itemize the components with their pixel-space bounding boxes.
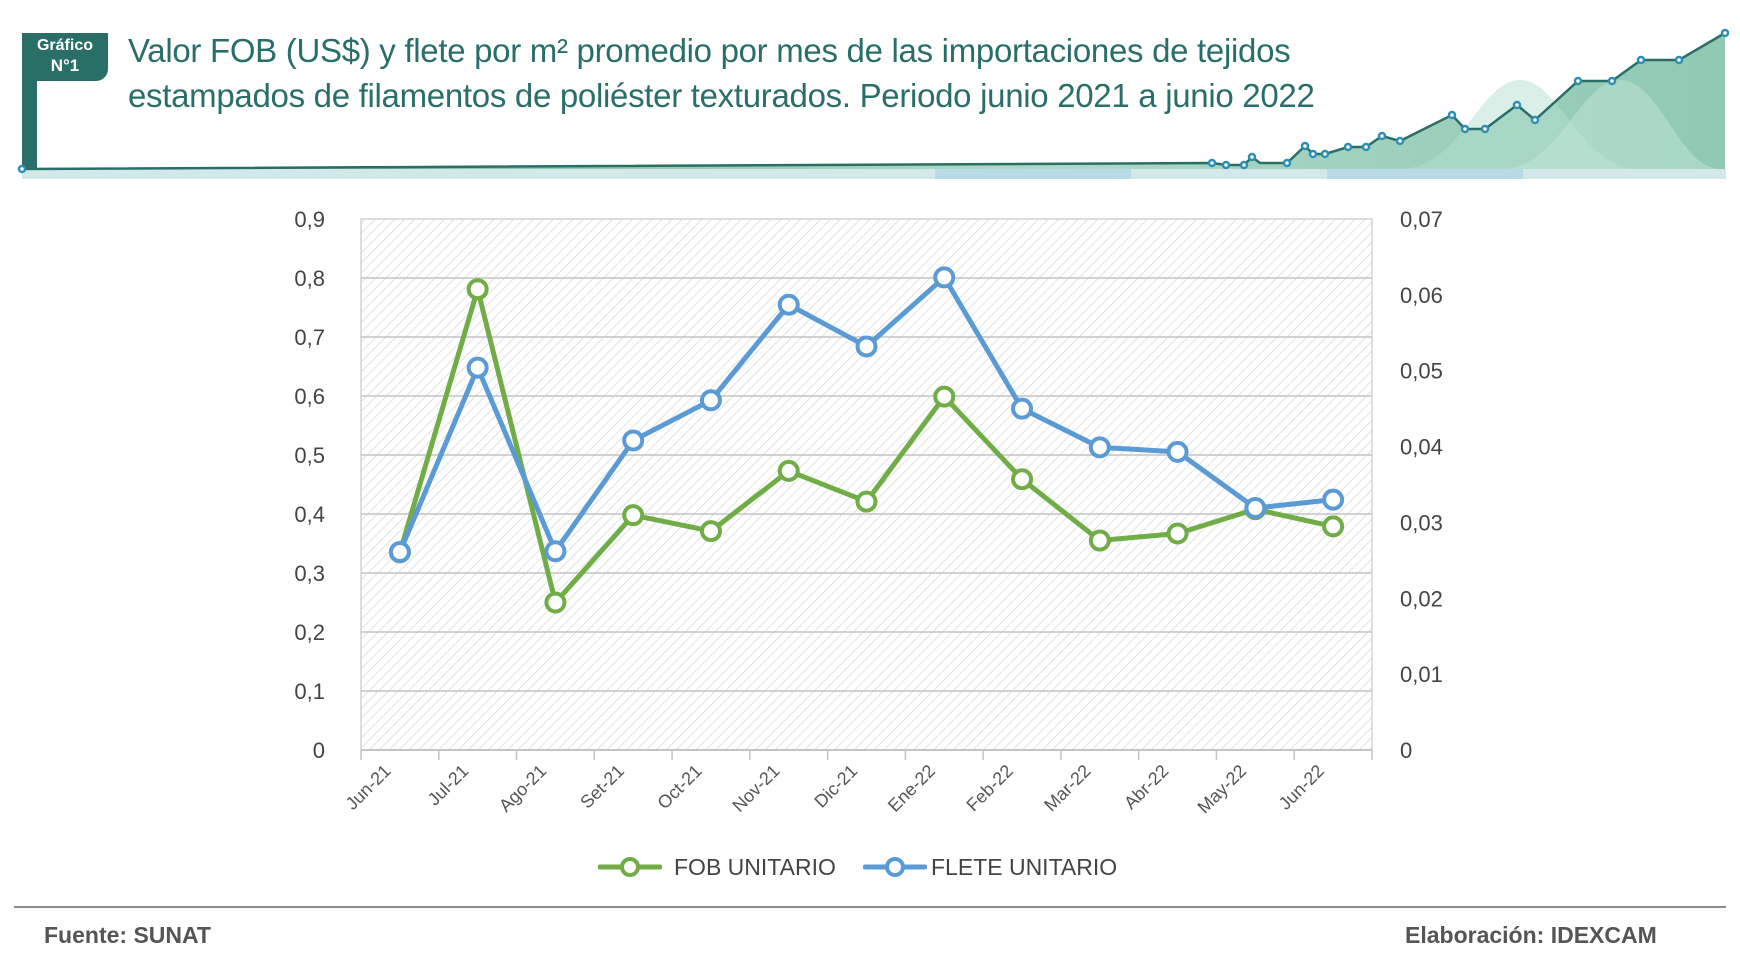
data-point-flete-unitario — [1011, 397, 1034, 420]
right-tick-label: 0,01 — [1400, 662, 1443, 687]
chart-title-line1: Valor FOB (US$) y flete por m² promedio … — [128, 32, 1291, 69]
series-fob-unitario — [388, 278, 1345, 614]
header-wave — [1500, 80, 1720, 169]
data-point-fob-unitario — [544, 591, 567, 614]
left-tick-label: 0,8 — [294, 266, 325, 291]
left-tick-label: 0,3 — [294, 561, 325, 586]
x-tick-label: Ene-22 — [884, 761, 939, 816]
data-point-flete-unitario — [1088, 436, 1111, 459]
x-tick-label: Jul-21 — [424, 761, 473, 810]
x-tick-label: Jun-21 — [342, 761, 395, 814]
right-tick-label: 0,04 — [1400, 435, 1443, 460]
legend: FOB UNITARIO FLETE UNITARIO — [0, 850, 1740, 884]
data-point-fob-unitario — [699, 520, 722, 543]
legend-marker-fob — [598, 857, 662, 877]
x-tick-label: Dic-21 — [810, 761, 861, 812]
left-tick-label: 0,2 — [294, 620, 325, 645]
x-tick-label: Ago-21 — [495, 761, 550, 816]
left-tick-label: 0,6 — [294, 384, 325, 409]
data-point-flete-unitario — [699, 389, 722, 412]
data-point-fob-unitario — [1011, 468, 1034, 491]
data-point-fob-unitario — [622, 504, 645, 527]
data-point-fob-unitario — [1088, 529, 1111, 552]
header-stripe-segment — [935, 169, 1131, 179]
x-tick-label: May-22 — [1194, 761, 1251, 818]
x-tick-label: Abr-22 — [1120, 761, 1172, 813]
data-point-flete-unitario — [466, 356, 489, 379]
data-point-fob-unitario — [466, 278, 489, 301]
chart-title-line2: estampados de filamentos de poliéster te… — [128, 77, 1315, 114]
x-tick-label: Set-21 — [576, 761, 628, 813]
x-axis: Jun-21 Jul-21 Ago-21 Set-21 Oct-21 Nov-21 Dic-… — [342, 749, 1373, 818]
header-wave — [1400, 80, 1640, 169]
data-point-flete-unitario — [777, 293, 800, 316]
right-tick-label: 0,06 — [1400, 283, 1443, 308]
right-tick-label: 0,07 — [1400, 207, 1443, 232]
footer-divider — [14, 906, 1726, 908]
left-tick-label: 0 — [313, 738, 325, 763]
legend-marker-flete — [863, 857, 927, 877]
left-tick-label: 0,7 — [294, 325, 325, 350]
left-tick-label: 0,1 — [294, 679, 325, 704]
series-layer — [388, 266, 1345, 614]
x-tick-label: Nov-21 — [728, 761, 783, 816]
left-tick-label: 0,5 — [294, 443, 325, 468]
legend-item-fob: FOB UNITARIO — [598, 850, 836, 884]
line-chart: 0 0,1 0,2 0,3 0,4 0,5 0,6 0,7 0,8 0,9 0 0,01 0,02 0,… — [294, 207, 1443, 818]
data-point-fob-unitario — [855, 490, 878, 513]
data-point-fob-unitario — [933, 385, 956, 408]
right-tick-label: 0,02 — [1400, 586, 1443, 611]
credit-note: Elaboración: IDEXCAM — [1405, 922, 1657, 948]
right-tick-label: 0,03 — [1400, 510, 1443, 535]
data-point-flete-unitario — [933, 266, 956, 289]
x-tick-label: Jun-22 — [1275, 761, 1328, 814]
data-point-flete-unitario — [1244, 497, 1267, 520]
data-point-fob-unitario — [1166, 522, 1189, 545]
left-tick-label: 0,9 — [294, 207, 325, 232]
data-point-fob-unitario — [777, 459, 800, 482]
chart-number-badge: Gráfico N°1 — [22, 33, 108, 81]
left-axis: 0 0,1 0,2 0,3 0,4 0,5 0,6 0,7 0,8 0,9 — [294, 207, 325, 763]
legend-item-flete: FLETE UNITARIO — [863, 850, 1117, 884]
legend-label-fob: FOB UNITARIO — [674, 853, 836, 880]
legend-label-flete: FLETE UNITARIO — [931, 853, 1118, 880]
data-point-flete-unitario — [622, 429, 645, 452]
right-axis: 0 0,01 0,02 0,03 0,04 0,05 0,06 0,07 — [1400, 207, 1443, 763]
badge-number: N°1 — [50, 56, 80, 75]
chart-title: Valor FOB (US$) y flete por m² promedio … — [128, 28, 1428, 118]
data-point-flete-unitario — [1166, 440, 1189, 463]
badge-label: Gráfico — [36, 37, 93, 54]
series-flete-unitario — [388, 266, 1345, 564]
header-stripe — [22, 169, 1726, 179]
data-point-flete-unitario — [388, 541, 411, 564]
x-tick-label: Oct-21 — [653, 761, 705, 813]
data-point-flete-unitario — [1322, 488, 1345, 511]
left-tick-label: 0,4 — [294, 502, 325, 527]
source-note: Fuente: SUNAT — [44, 922, 211, 948]
x-tick-label: Feb-22 — [962, 761, 1016, 815]
data-point-flete-unitario — [855, 335, 878, 358]
data-point-flete-unitario — [544, 540, 567, 563]
right-tick-label: 0,05 — [1400, 359, 1443, 384]
header-trend-markers — [17, 28, 1730, 174]
header-stripe-segment — [1327, 169, 1523, 179]
data-point-fob-unitario — [1322, 515, 1345, 538]
x-tick-label: Mar-22 — [1040, 761, 1094, 815]
right-tick-label: 0 — [1400, 738, 1412, 763]
